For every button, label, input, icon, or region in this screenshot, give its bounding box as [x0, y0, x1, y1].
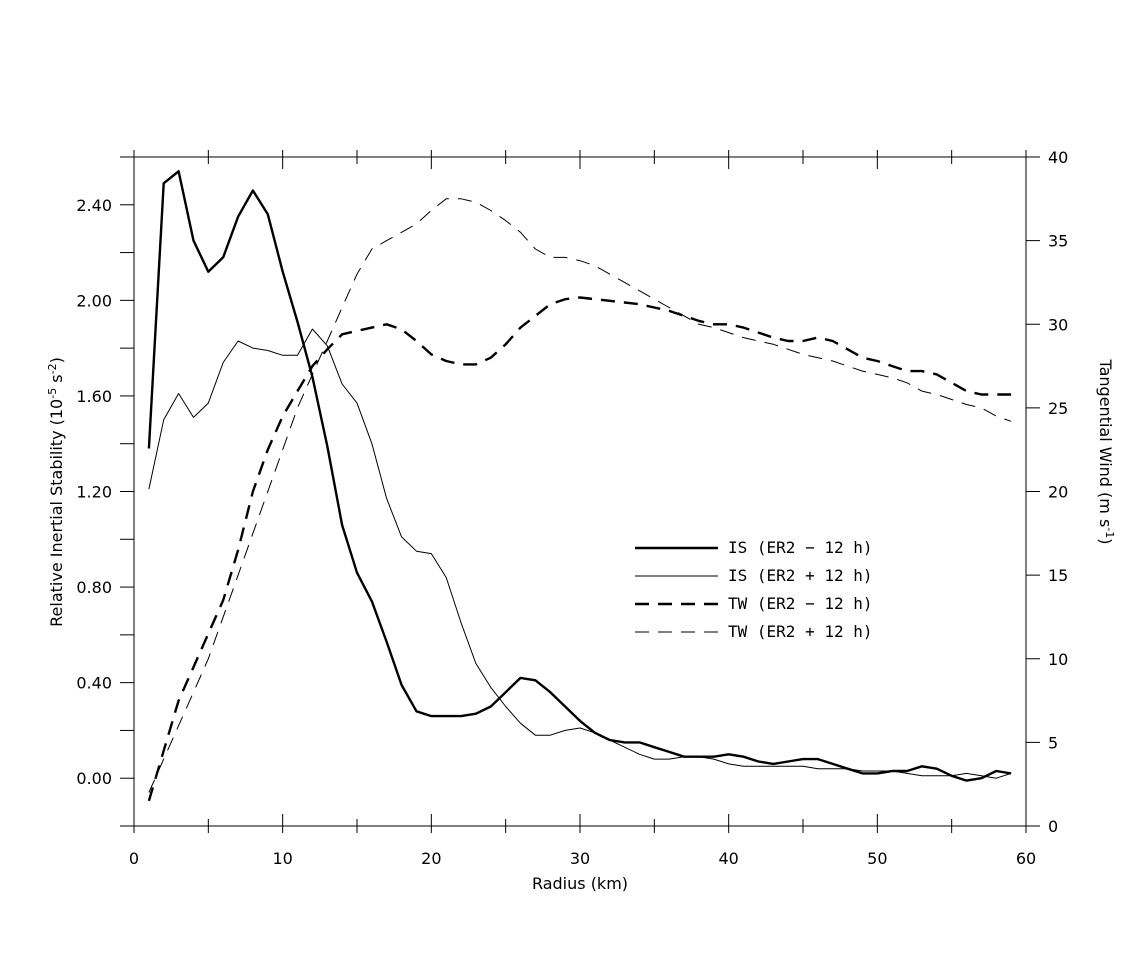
series-line-4	[148, 198, 1012, 793]
right-tick-label: 20	[1048, 483, 1068, 502]
right-tick-label: 10	[1048, 650, 1068, 669]
right-axis-ticks: 0 5 10 15 20 25 30 35 40	[1026, 148, 1068, 836]
x-tick-label: 0	[129, 849, 139, 868]
right-tick-label: 25	[1048, 399, 1068, 418]
right-tick-label: 40	[1048, 148, 1068, 167]
x-tick-label: 30	[570, 849, 590, 868]
x-tick-label: 10	[272, 849, 292, 868]
left-tick-label: 0.40	[76, 674, 112, 693]
left-tick-label: 0.80	[76, 578, 112, 597]
x-axis-label: Radius (km)	[532, 874, 628, 893]
right-tick-label: 5	[1048, 733, 1058, 752]
x-axis-ticks: 0 10 20 30 40 50 60	[129, 150, 1036, 868]
right-tick-label: 30	[1048, 315, 1068, 334]
left-axis-ticks: 0.00 0.40 0.80 1.20 1.60 2.00 2.40	[76, 156, 134, 827]
legend-label: TW (ER2 + 12 h)	[728, 622, 873, 641]
left-tick-label: 2.40	[76, 196, 112, 215]
x-tick-label: 60	[1016, 849, 1036, 868]
legend-label: IS (ER2 + 12 h)	[728, 566, 873, 585]
series-layer	[147, 170, 1012, 802]
right-tick-label: 15	[1048, 566, 1068, 585]
series-line-3	[147, 296, 1012, 802]
series-line-2	[148, 328, 1012, 779]
left-axis-label: Relative Inertial Stability (10-5 s-2)	[46, 357, 66, 627]
legend-label: TW (ER2 − 12 h)	[728, 594, 873, 613]
x-tick-label: 20	[421, 849, 441, 868]
right-tick-label: 35	[1048, 232, 1068, 251]
left-tick-label: 1.60	[76, 387, 112, 406]
right-tick-label: 0	[1048, 817, 1058, 836]
x-tick-label: 50	[867, 849, 887, 868]
legend: IS (ER2 − 12 h) IS (ER2 + 12 h) TW (ER2 − …	[635, 538, 873, 641]
series-line-1	[147, 170, 1012, 782]
right-axis-label: Tangential Wind (m s-1)	[1096, 358, 1116, 544]
left-tick-label: 0.00	[76, 769, 112, 788]
left-tick-label: 2.00	[76, 291, 112, 310]
x-tick-label: 40	[718, 849, 738, 868]
left-tick-label: 1.20	[76, 483, 112, 502]
legend-label: IS (ER2 − 12 h)	[728, 538, 873, 557]
